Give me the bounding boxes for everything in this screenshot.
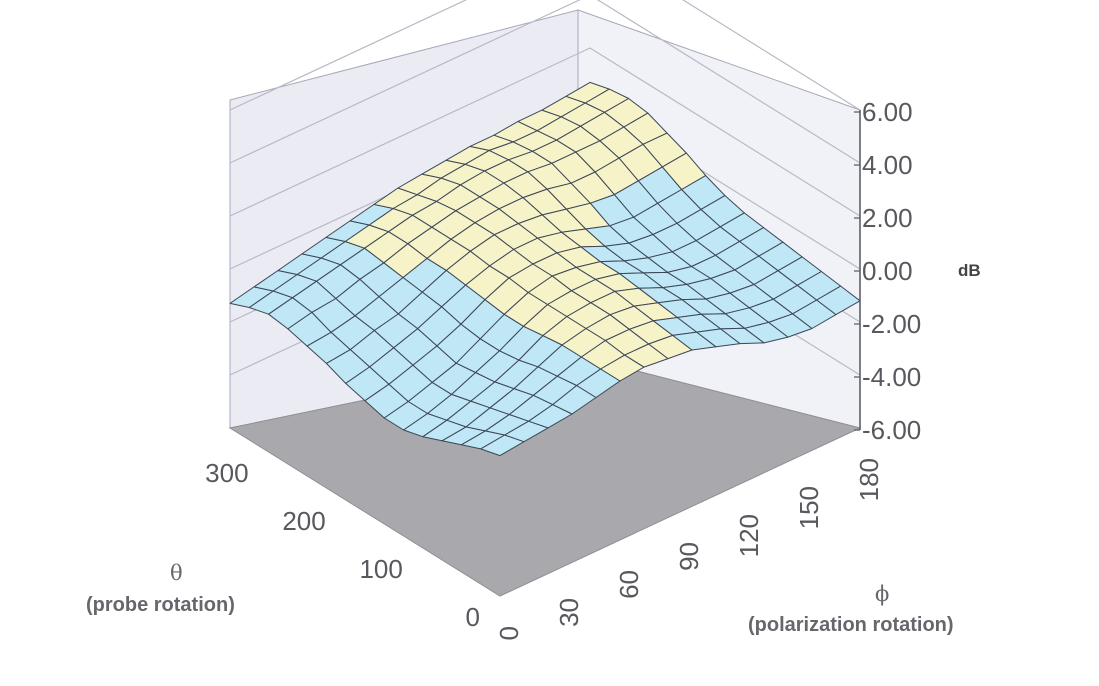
phi-tick-label: 150	[794, 486, 824, 529]
z-axis-ticks: 6.00 4.00 2.00 0.00 -2.00 -4.00 -6.00	[854, 97, 921, 445]
wall-gridline	[229, 0, 861, 164]
theta-tick-label: 200	[282, 506, 325, 536]
phi-tick-label: 90	[674, 542, 704, 571]
z-tick-label: -6.00	[862, 415, 921, 445]
surface-mesh	[229, 81, 861, 457]
wall-gridline	[229, 47, 861, 217]
phi-tick-label: 180	[854, 458, 884, 501]
phi-tick-label: 0	[494, 626, 524, 640]
phi-tick-label: 120	[734, 514, 764, 557]
phi-tick-label: 30	[554, 598, 584, 627]
theta-tick-label: 300	[205, 458, 248, 488]
z-tick-label: 4.00	[862, 150, 913, 180]
phi-axis-ticks: 0 30 60 90 120 150 180	[494, 458, 884, 640]
phi-axis-symbol: ϕ	[875, 582, 889, 606]
phi-tick-label: 60	[614, 570, 644, 599]
z-tick-label: -2.00	[862, 309, 921, 339]
theta-tick-label: 100	[359, 554, 402, 584]
theta-axis-label: (probe rotation)	[86, 594, 235, 616]
z-tick-label: -4.00	[862, 362, 921, 392]
theta-axis-ticks: 0 100 200 300	[205, 458, 480, 632]
wall-gridline	[229, 0, 861, 111]
theta-tick-label: 0	[466, 602, 480, 632]
z-axis-unit: dB	[958, 261, 981, 280]
phi-axis-label: (polarization rotation)	[748, 614, 954, 636]
z-tick-label: 2.00	[862, 203, 913, 233]
z-tick-label: 6.00	[862, 97, 913, 127]
z-tick-label: 0.00	[862, 256, 913, 286]
theta-axis-symbol: θ	[170, 561, 183, 585]
